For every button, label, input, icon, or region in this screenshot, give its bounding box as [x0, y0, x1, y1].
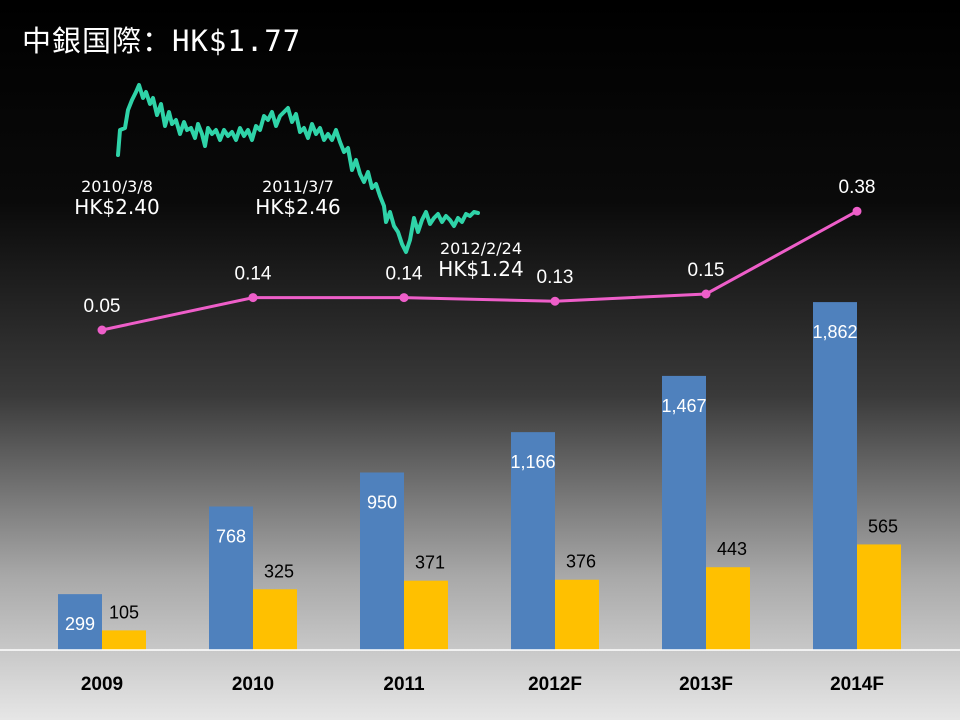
bar-series-2	[253, 589, 297, 650]
line-value-label: 0.14	[386, 264, 423, 285]
bar-value-label: 443	[717, 539, 747, 559]
bar-value-label: 1,166	[510, 452, 555, 472]
bar-value-label: 371	[415, 553, 445, 573]
bar-series-1	[360, 472, 404, 650]
bar-series-1	[813, 302, 857, 650]
bar-series-1	[58, 594, 102, 650]
line-point	[97, 325, 107, 335]
slide-title: 中銀国際：HK$1.77	[22, 24, 302, 58]
bar-value-label: 105	[109, 602, 139, 622]
x-tick-label: 2010	[232, 674, 274, 695]
bar-value-label: 768	[216, 527, 246, 547]
bar-series-2	[102, 630, 146, 650]
bar-value-label: 299	[65, 614, 95, 634]
price-annotation-1: 2010/3/8 HK$2.40	[66, 177, 168, 220]
price-annotation-3: 2012/2/24 HK$1.24	[426, 239, 536, 282]
price-annotation-price: HK$1.24	[438, 257, 524, 282]
price-annotation-2: 2011/3/7 HK$2.46	[247, 177, 349, 220]
bar-value-label: 1,467	[661, 396, 706, 416]
bar-value-label: 950	[367, 493, 397, 513]
price-trace	[116, 83, 480, 254]
x-tick-label: 2014F	[830, 674, 884, 695]
line-value-label: 0.13	[537, 267, 574, 288]
line-point	[701, 289, 711, 299]
line-value-label: 0.05	[84, 296, 121, 317]
price-annotation-price: HK$2.46	[255, 195, 341, 220]
bar-value-label: 376	[566, 552, 596, 572]
bar-series-1	[662, 375, 706, 650]
line-point	[550, 296, 560, 306]
price-annotation-date: 2011/3/7	[262, 177, 334, 196]
line-value-label: 0.14	[235, 264, 272, 285]
bar-series-2	[706, 567, 750, 650]
line-value-label: 0.15	[688, 260, 725, 281]
bar-series-2	[555, 579, 599, 650]
line-value-label: 0.38	[839, 177, 876, 198]
price-annotation-date: 2010/3/8	[81, 177, 153, 196]
bar-value-label: 325	[264, 561, 294, 581]
x-tick-label: 2012F	[528, 674, 582, 695]
line-point	[399, 293, 409, 303]
bar-series-1	[511, 432, 555, 650]
x-tick-label: 2011	[383, 674, 425, 695]
bar-series-2	[404, 580, 448, 650]
bar-series-2	[857, 544, 901, 650]
line-point	[852, 206, 862, 216]
line-point	[248, 293, 258, 303]
x-tick-label: 2009	[81, 674, 123, 695]
x-tick-label: 2013F	[679, 674, 733, 695]
line-series	[101, 209, 858, 332]
bar-series-1	[209, 506, 253, 650]
bar-value-label: 1,862	[812, 322, 857, 342]
price-annotation-date: 2012/2/24	[439, 239, 523, 258]
price-annotation-price: HK$2.40	[74, 195, 160, 220]
bar-value-label: 565	[868, 516, 898, 536]
